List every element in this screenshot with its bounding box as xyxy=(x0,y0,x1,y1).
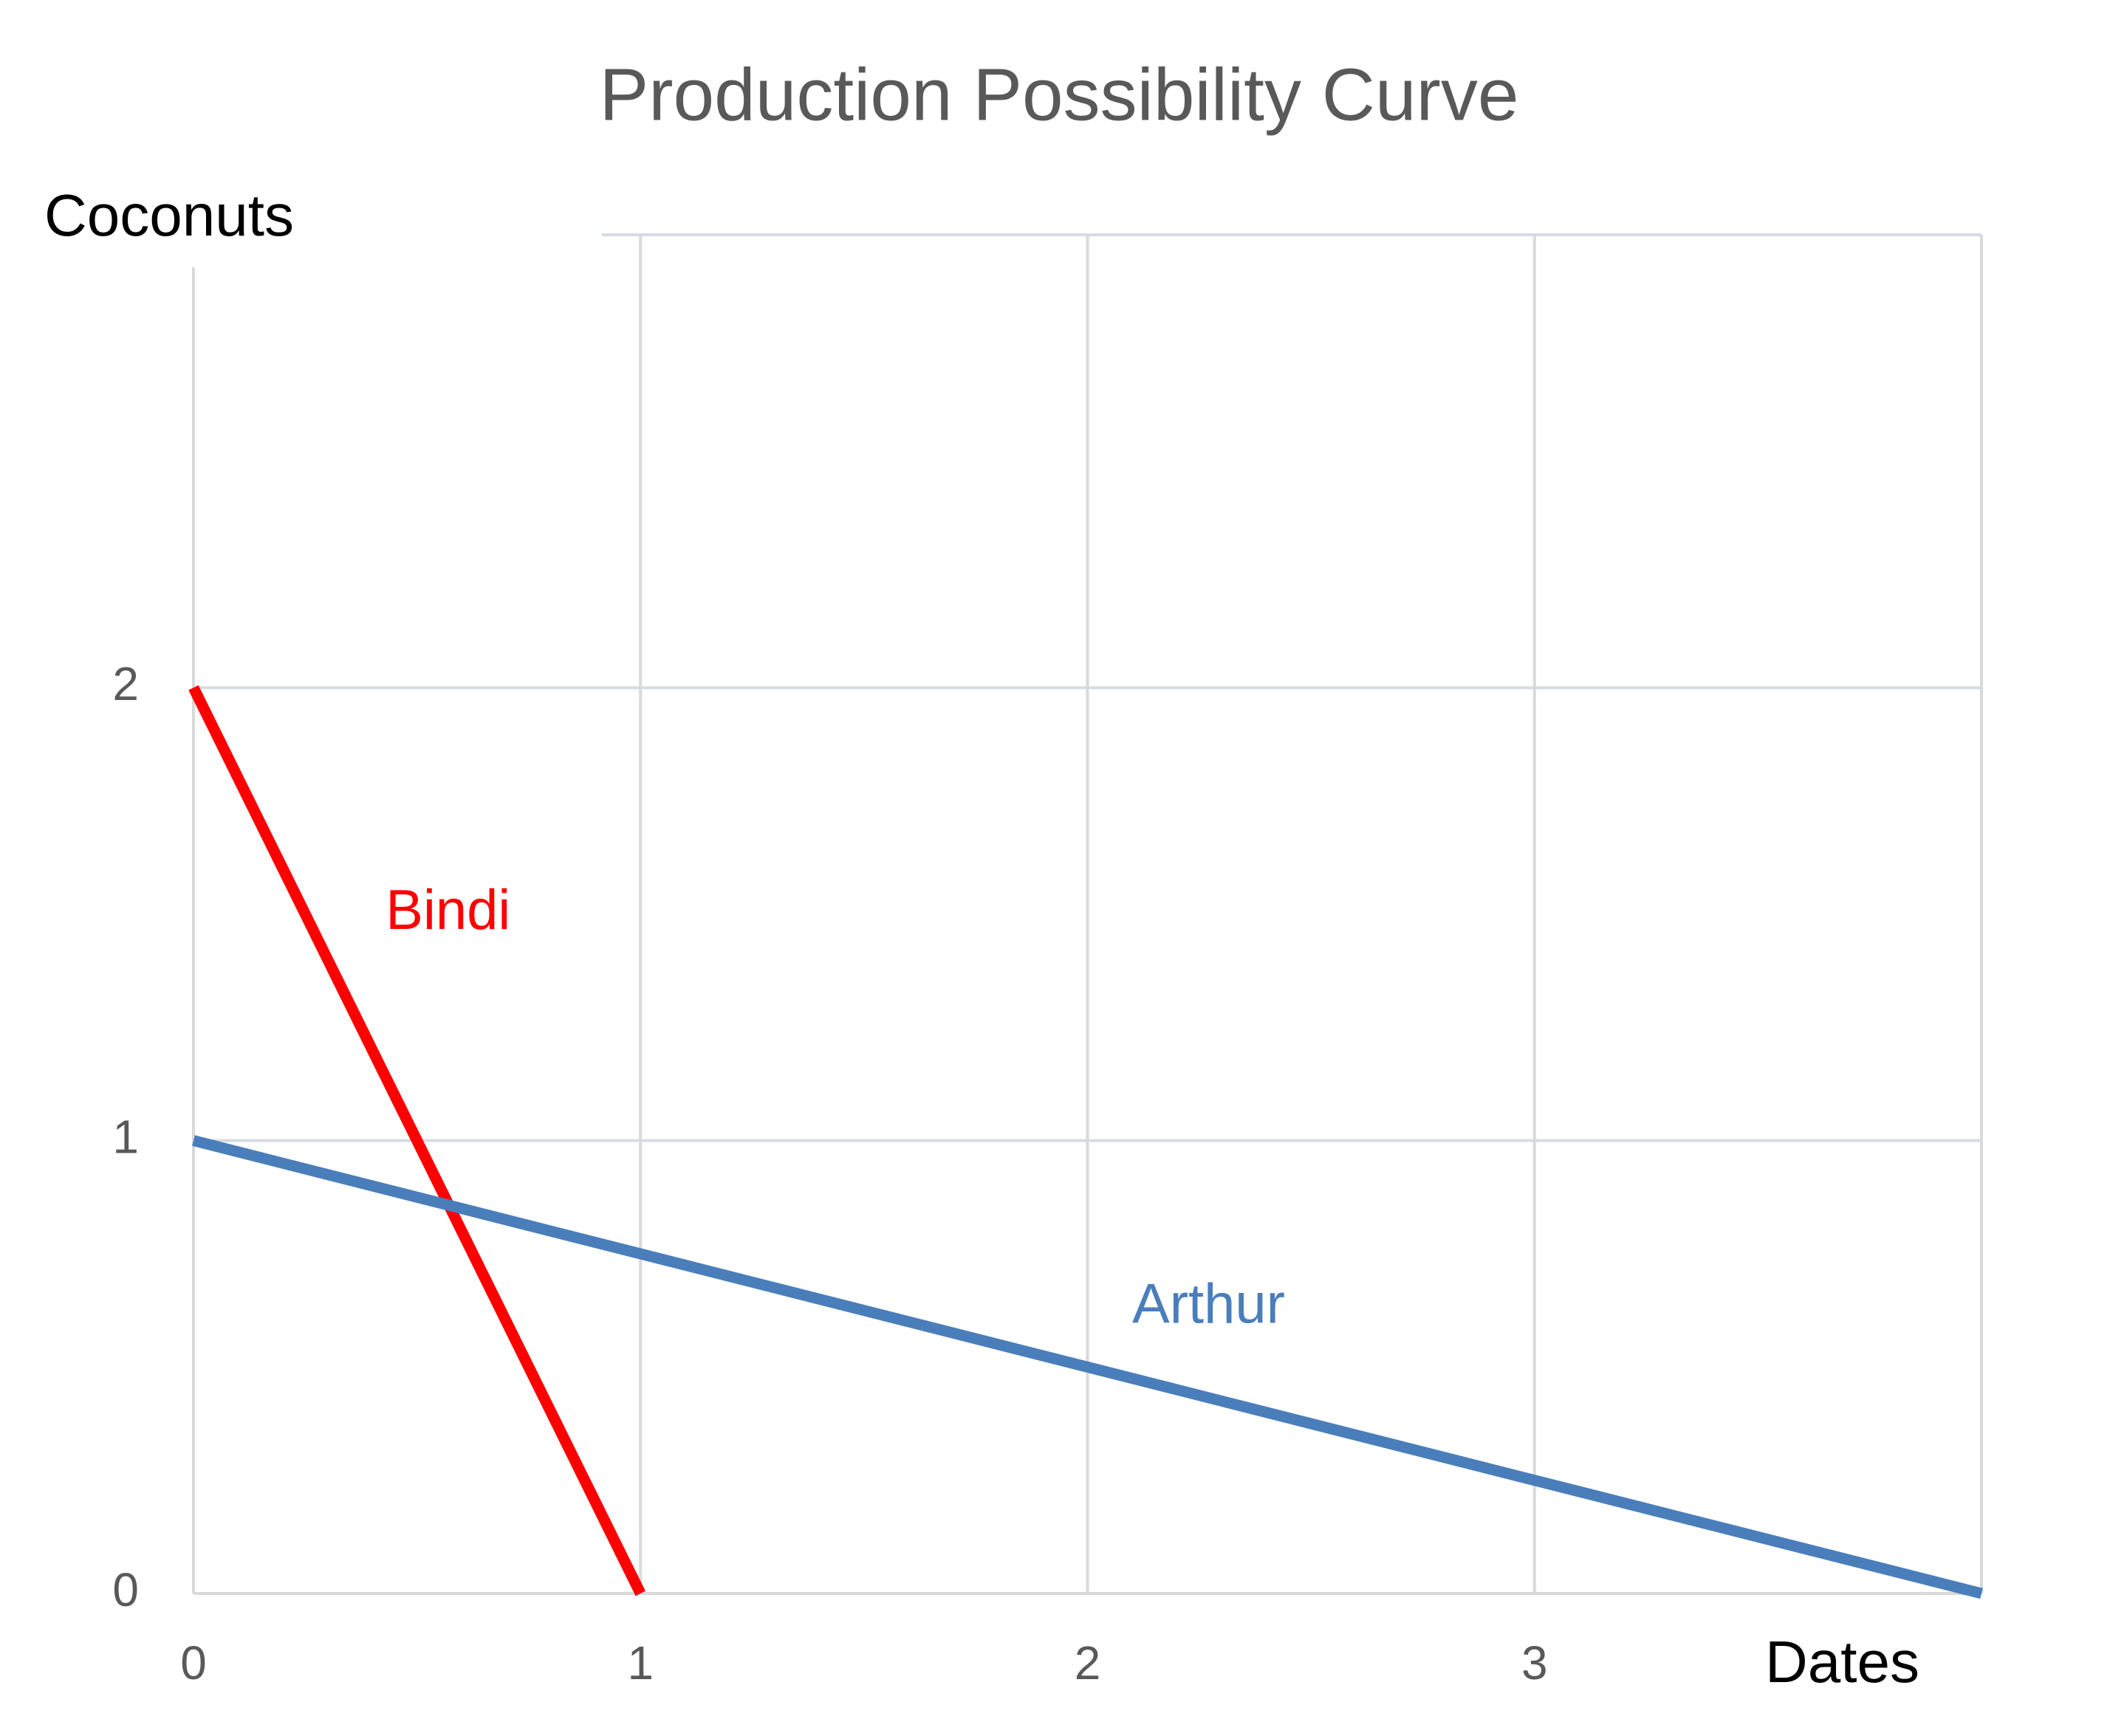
x-tick-label: 0 xyxy=(180,1636,207,1689)
x-tick-label: 1 xyxy=(627,1636,654,1689)
x-tick-label: 3 xyxy=(1521,1636,1548,1689)
y-tick-label: 0 xyxy=(112,1563,139,1616)
series-line xyxy=(192,1135,1983,1599)
y-tick-label: 1 xyxy=(112,1111,139,1164)
series-line xyxy=(188,685,645,1596)
x-tick-label: 2 xyxy=(1075,1636,1101,1689)
x-axis-label: Dates xyxy=(1765,1629,1919,1695)
series-label: Bindi xyxy=(386,879,510,941)
chart-title: Production Possibility Curve xyxy=(600,53,1519,136)
y-tick-label: 2 xyxy=(112,657,139,710)
series-label: Arthur xyxy=(1132,1273,1285,1336)
y-axis-label: Coconuts xyxy=(44,182,294,248)
